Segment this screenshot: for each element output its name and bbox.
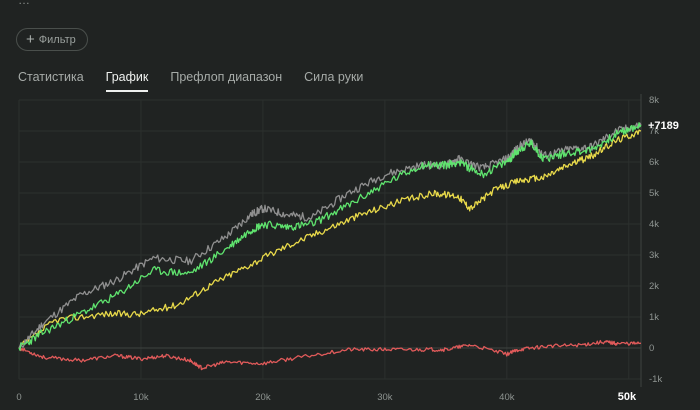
filter-button[interactable]: + Фильтр — [16, 28, 88, 51]
y-tick-label: 8k — [649, 95, 659, 106]
y-tick-label: 7k — [649, 126, 659, 137]
series-line-green — [18, 122, 642, 351]
winnings-chart: 8k 7k 6k 5k 4k 3k 2k 1k 0 -1k 0 10k 20k 30k 40k 50k +718… — [16, 94, 679, 403]
x-tick-label: 40k — [499, 392, 515, 403]
y-tick-label: -1k — [649, 374, 662, 385]
partial-title: … — [18, 0, 218, 5]
x-tick-label: 50k — [618, 391, 637, 403]
y-tick-label: 4k — [649, 219, 659, 230]
partial-title-text: … — [18, 0, 30, 5]
y-tick-label: 0 — [649, 343, 654, 354]
y-tick-label: 6k — [649, 157, 659, 168]
x-tick-label: 20k — [255, 392, 271, 403]
tab-statistics[interactable]: Статистика — [18, 70, 84, 84]
x-tick-label: 10k — [133, 392, 149, 403]
tab-preflop-range[interactable]: Префлоп диапазон — [170, 70, 283, 84]
filter-label: Фильтр — [38, 33, 76, 46]
series-line-yellow — [18, 129, 642, 349]
y-tick-label: 2k — [649, 281, 659, 292]
series-line-red — [18, 339, 641, 371]
final-result-label: +7189 — [648, 120, 679, 132]
tab-graph[interactable]: График — [105, 70, 149, 92]
tab-bar: Статистика График Префлоп диапазон Сила … — [18, 70, 385, 92]
x-tick-label: 0 — [16, 392, 21, 403]
tab-hand-strength[interactable]: Сила руки — [304, 70, 364, 84]
plus-icon: + — [26, 31, 35, 48]
y-tick-label: 3k — [649, 250, 659, 261]
x-tick-label: 30k — [377, 392, 393, 403]
y-tick-label: 1k — [649, 312, 659, 323]
y-tick-label: 5k — [649, 188, 659, 199]
